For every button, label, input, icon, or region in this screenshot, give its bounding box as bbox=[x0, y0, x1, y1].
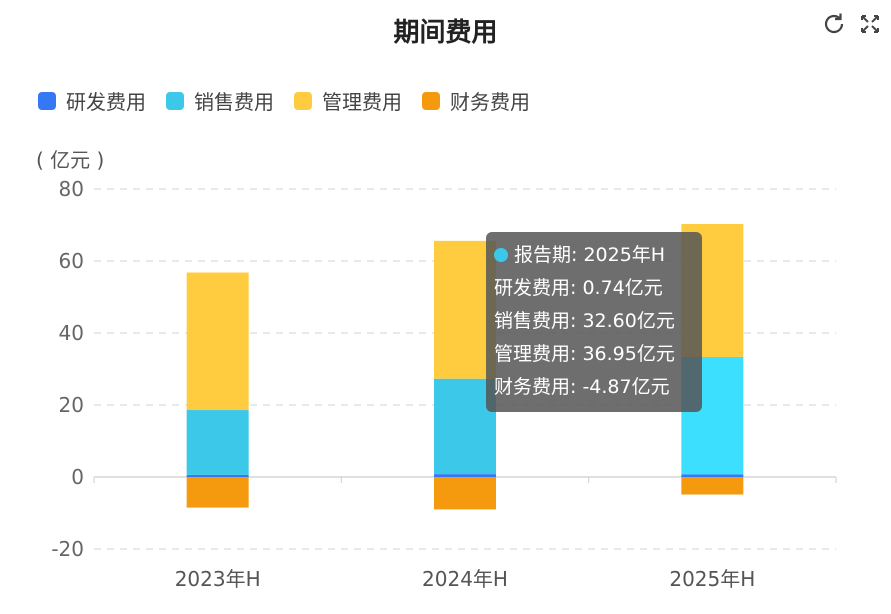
tooltip-line-admin: 管理费用: 36.95亿元 bbox=[494, 343, 675, 365]
y-tick-label: 60 bbox=[59, 249, 84, 273]
legend-item-admin[interactable]: 管理费用 bbox=[294, 86, 402, 115]
tooltip-dot bbox=[494, 248, 508, 262]
legend-label: 管理费用 bbox=[322, 90, 402, 114]
bar-segment bbox=[186, 474, 249, 477]
y-tick-label: 20 bbox=[59, 393, 84, 417]
bar-segment bbox=[186, 410, 249, 475]
fullscreen-icon[interactable] bbox=[856, 10, 884, 38]
bar-segment bbox=[434, 378, 496, 475]
bar-segment bbox=[434, 477, 496, 510]
legend: 研发费用 销售费用 管理费用 财务费用 bbox=[38, 86, 550, 115]
tooltip-line-rd: 研发费用: 0.74亿元 bbox=[494, 277, 663, 299]
legend-swatch bbox=[166, 91, 184, 110]
y-tick-label: -20 bbox=[51, 537, 84, 561]
tooltip-period: 报告期: 2025年H bbox=[514, 244, 666, 266]
y-tick-label: 0 bbox=[71, 465, 84, 489]
bar-segment bbox=[186, 477, 249, 508]
bar-segment bbox=[681, 474, 744, 477]
bar-segment bbox=[434, 474, 496, 477]
x-tick-label: 2023年H bbox=[175, 567, 261, 591]
legend-item-rd[interactable]: 研发费用 bbox=[38, 86, 146, 115]
legend-swatch bbox=[422, 91, 440, 110]
tooltip-line-sales: 销售费用: 32.60亿元 bbox=[494, 310, 675, 332]
chart-title: 期间费用 bbox=[393, 18, 498, 48]
refresh-icon[interactable] bbox=[820, 10, 848, 38]
legend-label: 销售费用 bbox=[194, 90, 274, 114]
x-tick-label: 2024年H bbox=[422, 567, 508, 591]
chart-tooltip: 报告期: 2025年H 研发费用: 0.74亿元 销售费用: 32.60亿元 管… bbox=[486, 232, 702, 412]
legend-label: 研发费用 bbox=[66, 90, 146, 114]
tooltip-line-finance: 财务费用: -4.87亿元 bbox=[494, 376, 670, 398]
bar-segment bbox=[434, 240, 496, 379]
legend-swatch bbox=[38, 91, 56, 110]
x-tick-label: 2025年H bbox=[669, 567, 755, 591]
legend-item-finance[interactable]: 财务费用 bbox=[422, 86, 530, 115]
y-tick-label: 80 bbox=[59, 177, 84, 201]
bar-segment bbox=[186, 272, 249, 411]
y-axis-unit: ( 亿元 ) bbox=[36, 148, 105, 172]
legend-swatch bbox=[294, 91, 312, 110]
tooltip-period-line: 报告期: 2025年H bbox=[494, 242, 702, 275]
y-tick-label: 40 bbox=[59, 321, 84, 345]
legend-label: 财务费用 bbox=[450, 90, 530, 114]
bar-segment bbox=[681, 477, 744, 495]
legend-item-sales[interactable]: 销售费用 bbox=[166, 86, 274, 115]
